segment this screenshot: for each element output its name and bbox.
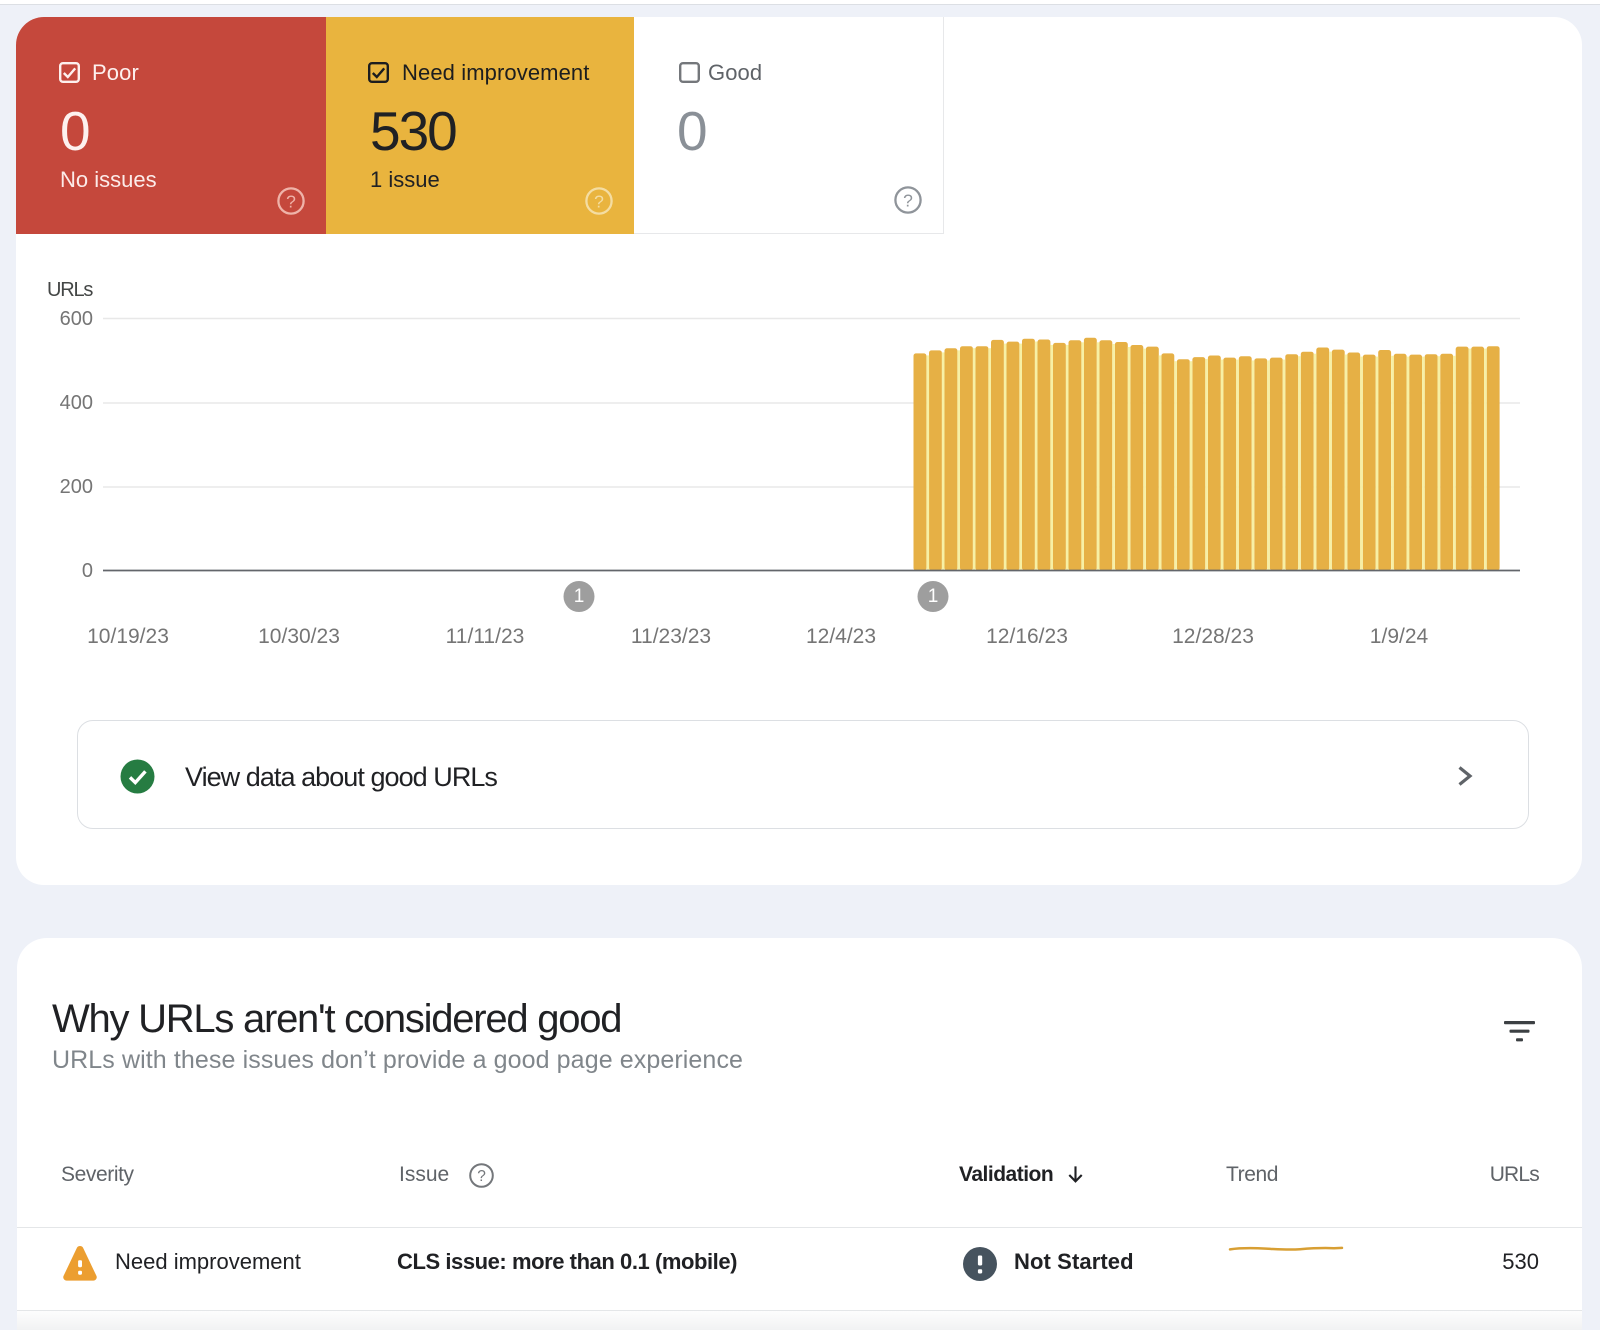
svg-text:?: ? [594,191,604,211]
svg-text:?: ? [903,190,913,210]
svg-text:?: ? [286,191,296,211]
svg-text:?: ? [477,1168,486,1185]
